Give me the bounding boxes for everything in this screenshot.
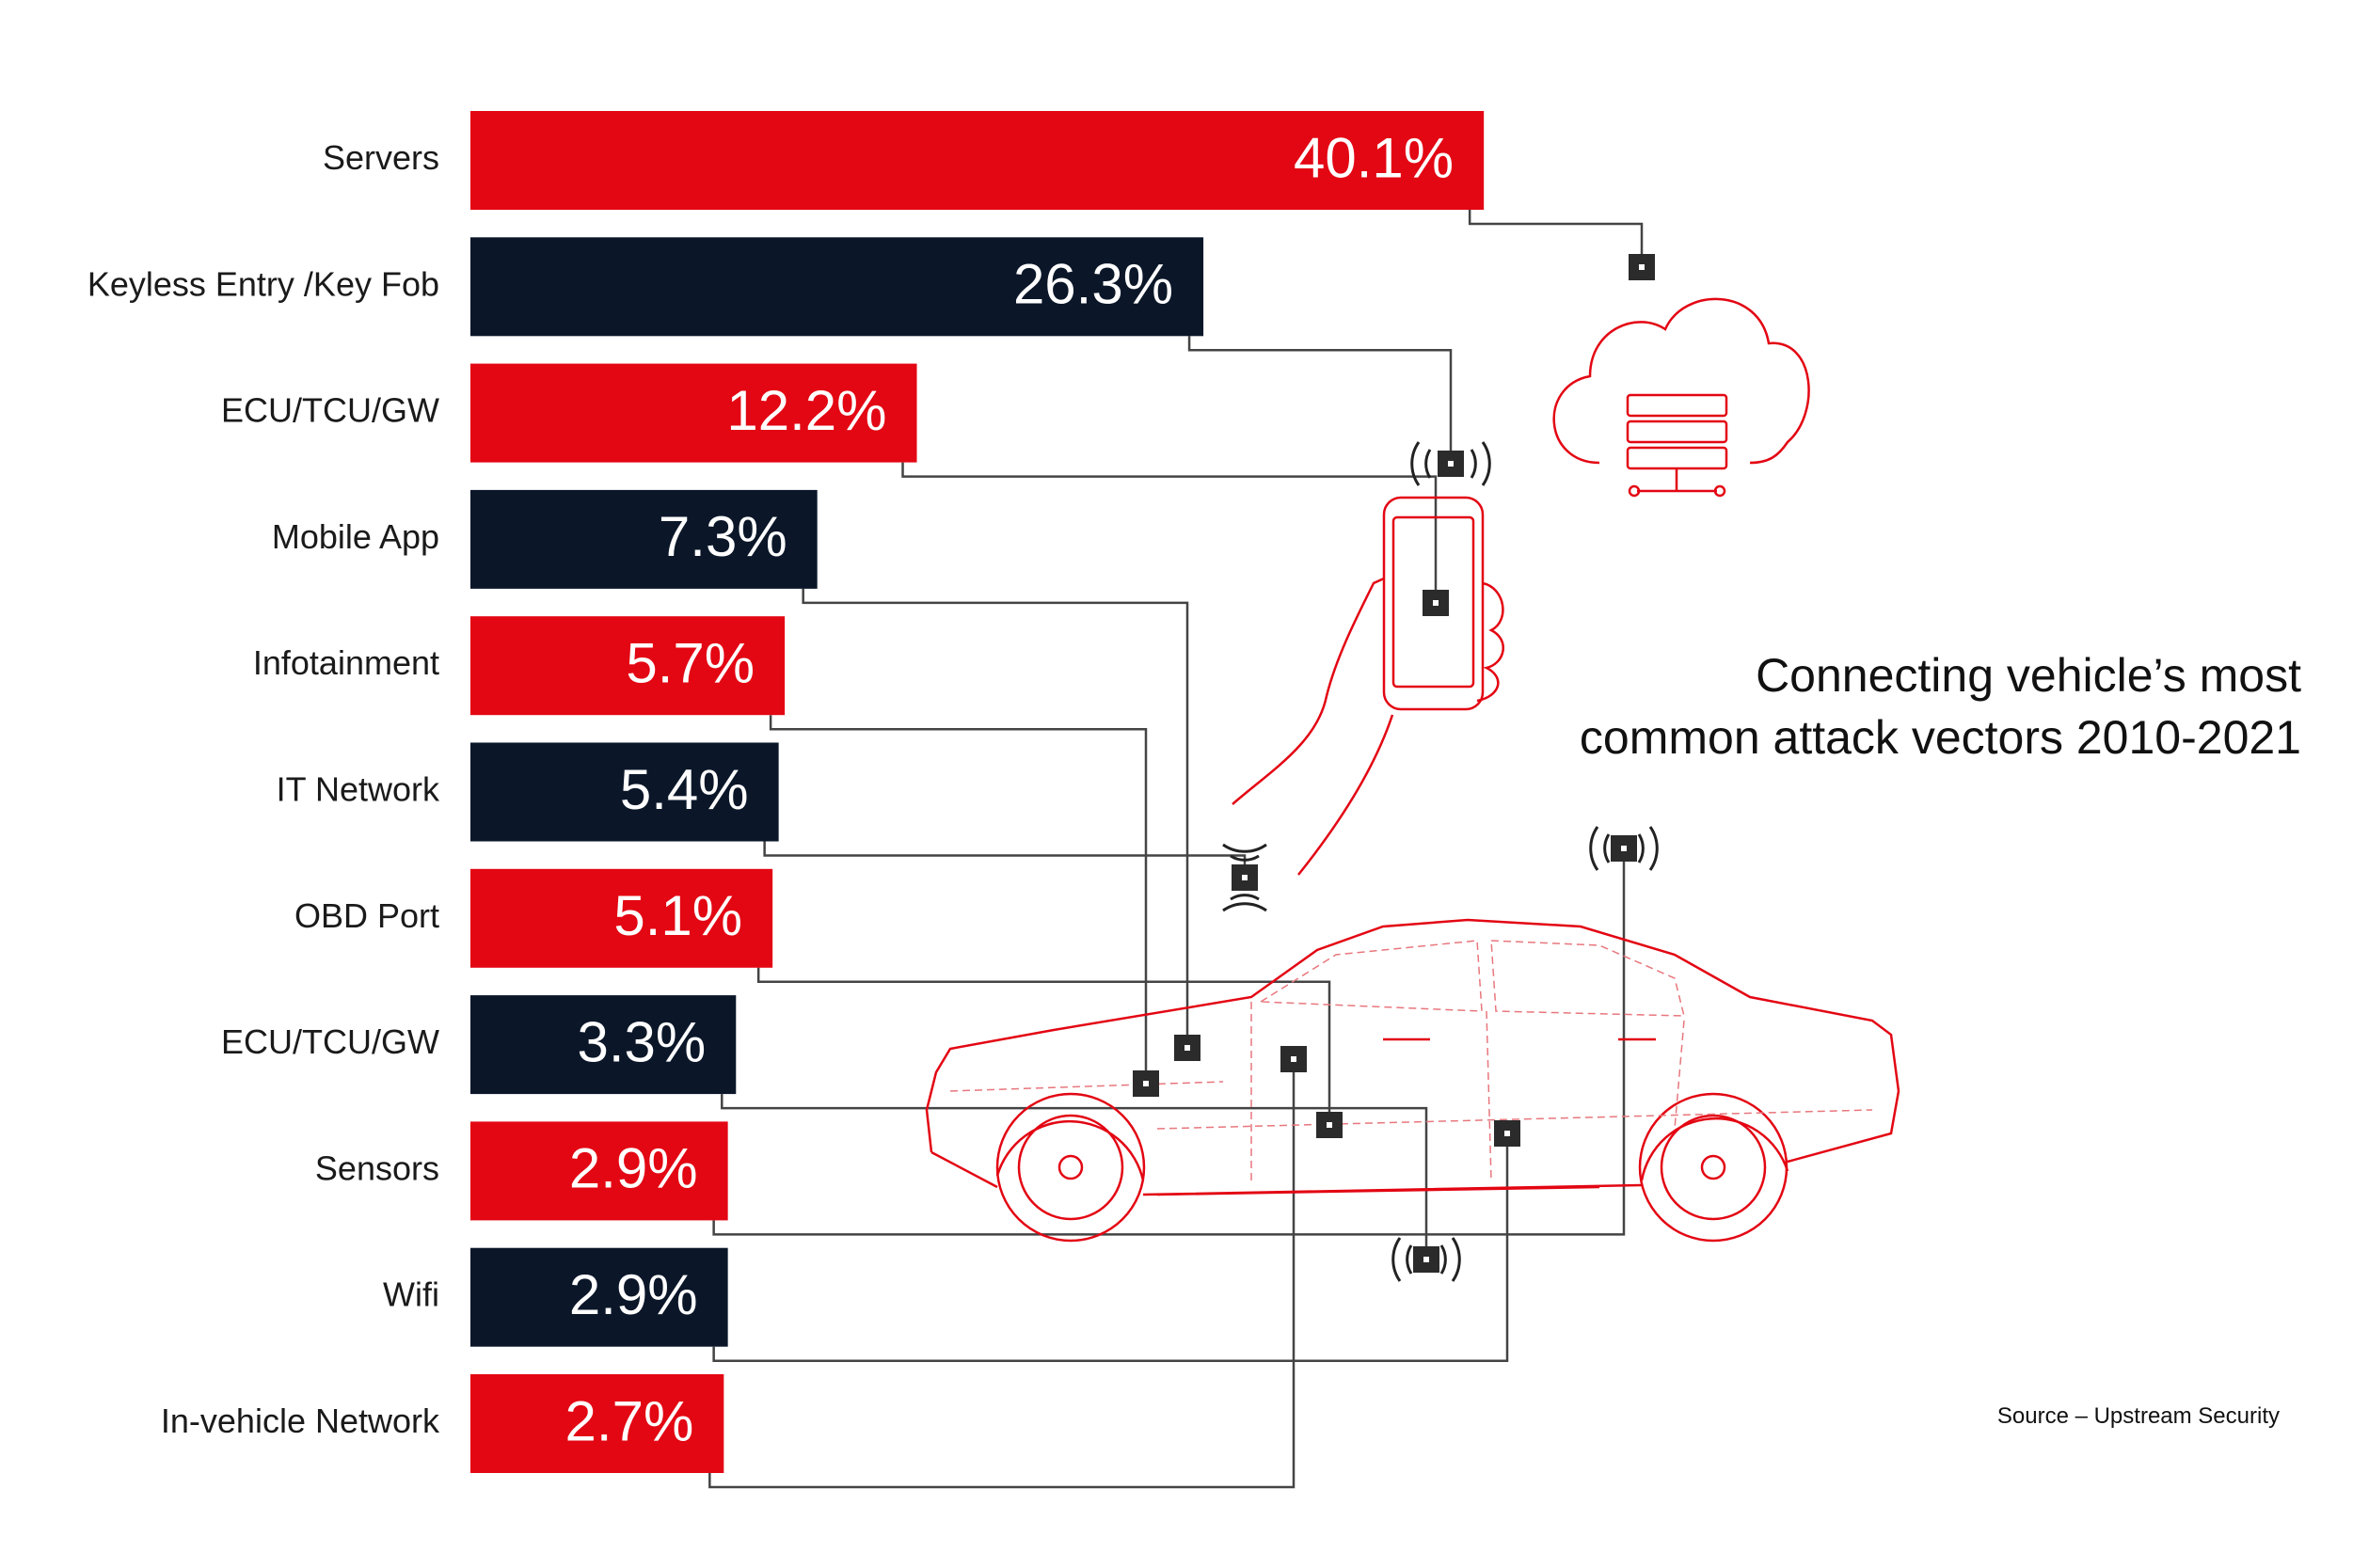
value-label: 40.1% [1294, 126, 1454, 189]
connection-dot [1448, 461, 1454, 467]
category-label: Infotainment [253, 643, 439, 682]
bar [470, 742, 779, 842]
bar [470, 616, 786, 716]
bar [470, 111, 1485, 210]
value-label: 12.2% [726, 379, 886, 442]
bars: Servers 40.1% Keyless Entry /Key Fob 26.3% E… [87, 111, 1655, 1473]
connector-line [901, 462, 1438, 603]
bar [470, 868, 773, 968]
connector-line [756, 967, 1331, 1125]
connector-line [1187, 336, 1453, 464]
category-label: Keyless Entry /Key Fob [87, 264, 439, 303]
connector-line [712, 1133, 1509, 1362]
bar [470, 1247, 728, 1347]
value-label: 5.4% [620, 758, 749, 821]
phone-icon [1232, 496, 1504, 876]
value-label: 2.9% [569, 1263, 698, 1326]
connection-dot [1242, 875, 1248, 880]
car-illustration [925, 918, 1900, 1243]
bar [470, 1121, 728, 1221]
category-label: Wifi [383, 1275, 439, 1314]
bar [470, 489, 818, 589]
connection-dot [1639, 264, 1645, 270]
connection-dot [1143, 1081, 1149, 1086]
chart-title: Connecting vehicle’s most common attack … [1579, 649, 2301, 764]
signal-icons [1222, 441, 1659, 1282]
bar [470, 995, 737, 1095]
bar [470, 237, 1204, 337]
value-label: 3.3% [578, 1010, 707, 1073]
value-label: 2.9% [569, 1137, 698, 1200]
source-note: Source – Upstream Security [1996, 1403, 2280, 1429]
connector-line [721, 1094, 1428, 1259]
connection-dot [1184, 1045, 1190, 1051]
category-label: In-vehicle Network [161, 1402, 440, 1440]
connection-dot [1423, 1257, 1429, 1262]
connection-dot [1621, 846, 1627, 851]
bar [470, 363, 917, 463]
connection-dot [1433, 600, 1439, 606]
category-label: Mobile App [272, 517, 439, 556]
connector-line [802, 588, 1189, 1048]
connectors [708, 210, 1644, 1489]
connector-line [769, 715, 1148, 1084]
category-label: ECU/TCU/GW [221, 391, 439, 430]
value-label: 26.3% [1013, 253, 1173, 316]
category-label: Servers [323, 138, 439, 177]
connector-line [1468, 210, 1644, 267]
value-label: 5.1% [613, 884, 742, 947]
value-label: 5.7% [626, 632, 755, 695]
value-label: 7.3% [659, 505, 787, 568]
connector-line [712, 848, 1626, 1236]
category-label: IT Network [277, 770, 440, 809]
connection-dot [1327, 1122, 1332, 1128]
cloud-icon [1552, 297, 1810, 498]
category-label: Sensors [315, 1148, 439, 1187]
connection-dot [1291, 1056, 1296, 1062]
category-label: ECU/TCU/GW [221, 1022, 439, 1061]
connector-line [763, 841, 1247, 878]
value-label: 2.7% [565, 1389, 694, 1452]
category-label: OBD Port [294, 896, 439, 935]
connection-dot [1504, 1131, 1510, 1136]
bar [470, 1374, 724, 1473]
connector-line [708, 1059, 1296, 1489]
